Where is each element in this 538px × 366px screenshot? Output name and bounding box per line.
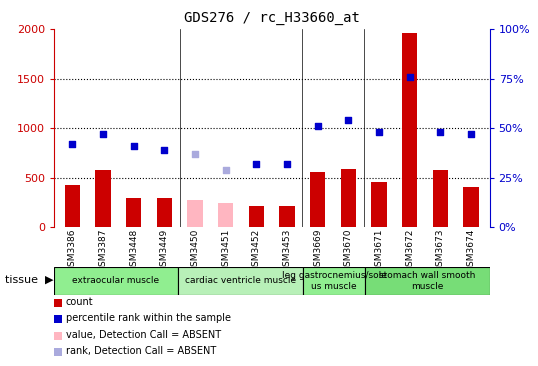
Text: GSM3450: GSM3450 [190,229,200,272]
Point [375,129,384,135]
Text: GSM3452: GSM3452 [252,229,261,272]
Bar [341,169,356,227]
Text: leg gastrocnemius/sole
us muscle: leg gastrocnemius/sole us muscle [281,271,386,291]
Bar [249,206,264,227]
Point [436,129,445,135]
Text: percentile rank within the sample: percentile rank within the sample [66,313,231,324]
Point [190,151,199,157]
Point [283,161,292,167]
Bar [54,267,178,295]
Point [252,161,260,167]
Text: GSM3672: GSM3672 [405,229,414,272]
Bar [218,203,233,227]
Text: GSM3674: GSM3674 [466,229,476,272]
Text: stomach wall smooth
muscle: stomach wall smooth muscle [379,271,476,291]
Bar [310,172,325,227]
Bar [365,267,490,295]
Text: GSM3453: GSM3453 [282,229,292,272]
Bar [178,267,303,295]
Text: GSM3448: GSM3448 [129,229,138,272]
Text: tissue  ▶: tissue ▶ [5,275,54,285]
Bar [371,182,387,227]
Text: extraocular muscle: extraocular muscle [73,276,160,285]
Bar [95,169,111,227]
Bar [187,200,203,227]
Point [160,147,168,153]
Bar [279,206,295,227]
Text: GSM3451: GSM3451 [221,229,230,272]
Text: count: count [66,297,93,307]
Text: value, Detection Call = ABSENT: value, Detection Call = ABSENT [66,330,221,340]
Bar [433,169,448,227]
Text: GSM3449: GSM3449 [160,229,169,272]
Text: GSM3669: GSM3669 [313,229,322,272]
Point [344,117,353,123]
Text: GSM3673: GSM3673 [436,229,445,272]
Bar [157,198,172,227]
Bar [464,187,479,227]
Text: cardiac ventricle muscle: cardiac ventricle muscle [185,276,296,285]
Bar [303,267,365,295]
Point [467,131,476,137]
Bar [126,198,141,227]
Point [221,167,230,172]
Bar [65,186,80,227]
Bar [402,33,417,227]
Text: GSM3387: GSM3387 [98,229,108,272]
Text: GSM3386: GSM3386 [68,229,77,272]
Point [129,143,138,149]
Text: rank, Detection Call = ABSENT: rank, Detection Call = ABSENT [66,346,216,356]
Point [406,74,414,80]
Point [98,131,107,137]
Text: GDS276 / rc_H33660_at: GDS276 / rc_H33660_at [184,11,359,25]
Text: GSM3671: GSM3671 [374,229,384,272]
Point [68,141,76,147]
Point [314,123,322,129]
Text: GSM3670: GSM3670 [344,229,353,272]
